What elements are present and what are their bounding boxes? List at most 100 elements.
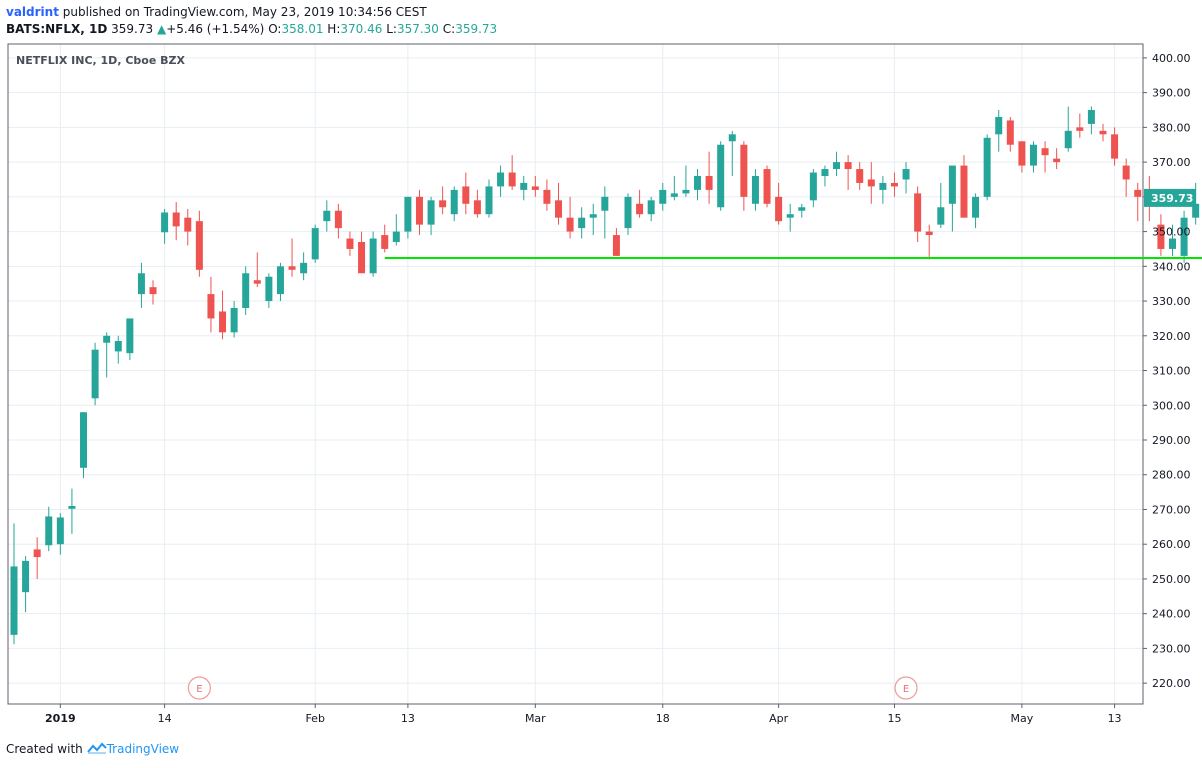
candle: [520, 176, 528, 201]
candle-body: [948, 165, 956, 204]
candle-body: [960, 165, 968, 218]
candle-body: [1157, 224, 1165, 249]
ohlc-line: BATS:NFLX, 1D 359.73 ▲+5.46 (+1.54%) O:3…: [6, 21, 1196, 38]
candle: [485, 179, 493, 218]
time-axis[interactable]: 2019 14 Feb 13 Mar 18 Apr 15 May 13: [45, 704, 1122, 725]
candle: [983, 134, 991, 201]
candle-body: [566, 217, 574, 232]
candle: [960, 155, 968, 218]
time-tick-label: Feb: [305, 712, 324, 725]
candle: [612, 228, 620, 256]
price-tick-label: 380.00: [1152, 121, 1191, 134]
time-tick-label: May: [1011, 712, 1034, 725]
candle-body: [937, 207, 945, 225]
candle: [22, 556, 30, 613]
tradingview-brand[interactable]: TradingView: [106, 742, 180, 756]
candle: [462, 172, 470, 215]
candle: [578, 207, 586, 239]
candle-body: [137, 273, 145, 295]
candle: [207, 276, 215, 333]
candle: [775, 182, 783, 225]
candle-body: [844, 162, 852, 170]
candle-body: [45, 516, 53, 546]
candle-body: [717, 144, 725, 208]
candle-body: [867, 179, 875, 187]
candle: [833, 151, 841, 176]
earnings-marker-circle: [187, 676, 211, 700]
candle-body: [647, 200, 655, 215]
candle: [867, 162, 875, 204]
candle: [1157, 214, 1165, 256]
candle-body: [995, 116, 1003, 135]
candle-body: [902, 169, 910, 180]
candle-body: [346, 238, 354, 249]
candle-body: [242, 273, 250, 308]
price-tick-label: 390.00: [1152, 87, 1191, 100]
last-price: 359.73: [111, 22, 154, 36]
candle-body: [103, 335, 111, 343]
candle: [45, 506, 53, 552]
candle: [195, 210, 203, 277]
candle: [473, 189, 481, 218]
candle-body: [56, 517, 64, 545]
candle: [925, 224, 933, 260]
candle-body: [1122, 165, 1130, 180]
candle: [948, 165, 956, 232]
candle-body: [786, 214, 794, 218]
candle: [531, 176, 539, 197]
candle-body: [358, 242, 366, 274]
time-tick-label: Apr: [769, 712, 789, 725]
time-tick-label: 13: [1108, 712, 1122, 725]
time-tick-label: 18: [656, 712, 670, 725]
candle-body: [531, 186, 539, 190]
candle-body: [381, 235, 389, 249]
low-label: L:: [386, 22, 397, 36]
candle: [103, 332, 111, 378]
candle-body: [497, 172, 505, 187]
candle-body: [1041, 148, 1049, 156]
candle-body: [392, 231, 400, 242]
candle-body: [265, 276, 273, 302]
author-link[interactable]: valdrint: [6, 5, 59, 19]
tradingview-logo-icon: [86, 742, 107, 754]
candle-body: [972, 196, 980, 218]
candle: [972, 193, 980, 229]
price-tick-label: 290.00: [1152, 434, 1191, 447]
candle: [497, 165, 505, 197]
candle-body: [334, 210, 342, 229]
low-value: 357.30: [396, 22, 439, 36]
candle: [914, 186, 922, 242]
candle-body: [554, 200, 562, 218]
candle-body: [207, 294, 215, 319]
candle-body: [33, 549, 41, 558]
price-tick-label: 300.00: [1152, 399, 1191, 412]
candle: [346, 231, 354, 256]
price-tick-label: 230.00: [1152, 642, 1191, 655]
price-tick-label: 370.00: [1152, 156, 1191, 169]
earnings-marker[interactable]: E: [187, 676, 211, 700]
support-line-layer: [384, 256, 1202, 259]
price-tick-label: 270.00: [1152, 503, 1191, 516]
candle: [334, 203, 342, 239]
price-tick-label: 260.00: [1152, 538, 1191, 551]
candle-body: [659, 189, 667, 204]
footer: Created with TradingView: [6, 741, 179, 757]
candle: [439, 186, 447, 215]
candle: [1018, 141, 1026, 173]
candle-body: [833, 162, 841, 170]
candle: [311, 224, 319, 263]
candle-body: [809, 172, 817, 201]
candle: [137, 262, 145, 308]
earnings-marker-label: E: [196, 684, 202, 695]
candle: [1041, 141, 1049, 173]
candle: [114, 335, 122, 364]
candle: [415, 189, 423, 236]
candle: [161, 209, 169, 244]
candle: [358, 231, 366, 274]
price-axis[interactable]: 400.00390.00380.00370.00360.00350.00340.…: [1143, 52, 1196, 690]
earnings-marker[interactable]: E: [894, 676, 918, 700]
candle-body: [1006, 120, 1014, 145]
price-tick-label: 240.00: [1152, 608, 1191, 621]
candle: [728, 130, 736, 176]
